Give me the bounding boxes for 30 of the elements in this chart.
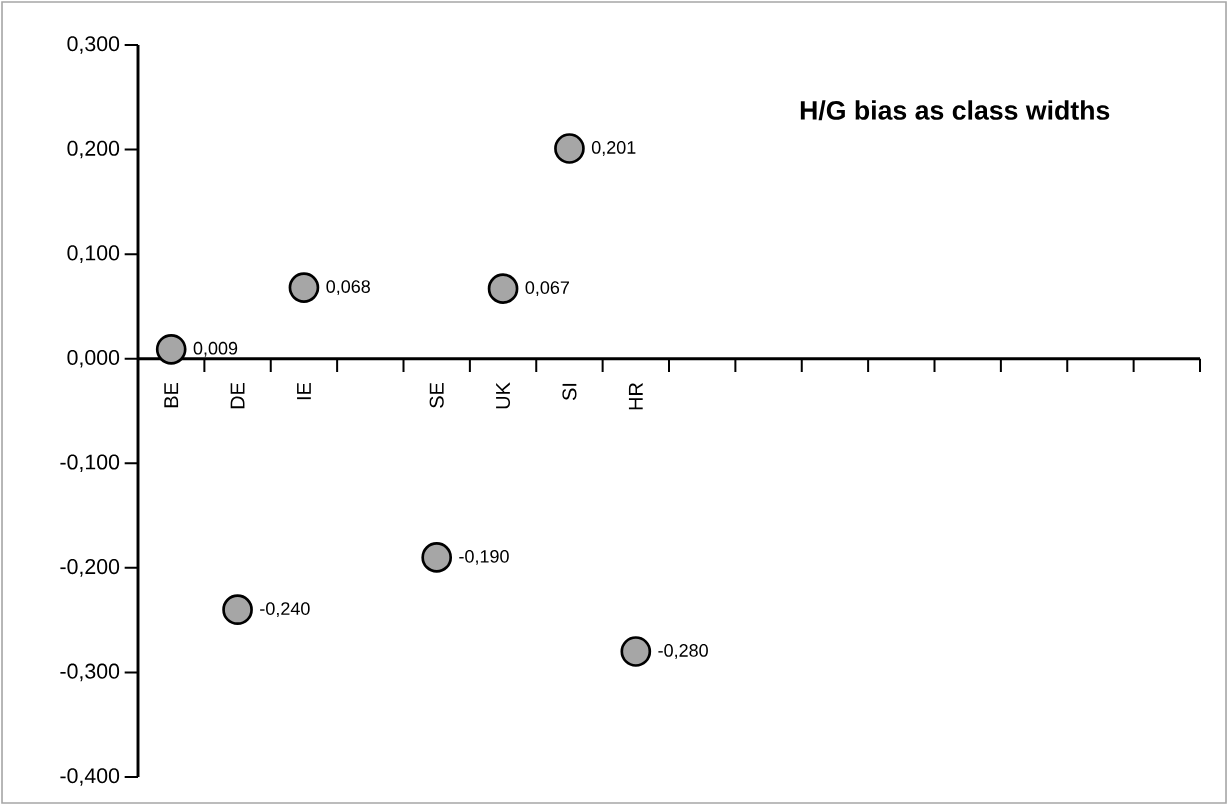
y-tick-label: -0,100 [60, 454, 120, 473]
y-tick-label: 0,100 [67, 245, 120, 263]
data-label: -0,240 [260, 602, 310, 618]
x-tick-label: HR [628, 383, 643, 410]
x-tick-label: UK [496, 382, 511, 409]
x-tick-label: SI [562, 383, 577, 401]
y-tick-label: -0,300 [60, 663, 120, 682]
x-tick-label: BE [164, 382, 179, 408]
data-label: 0,009 [193, 341, 238, 357]
point [554, 133, 585, 164]
data-label: -0,280 [658, 644, 708, 659]
data-label: 0,067 [525, 281, 569, 297]
point [620, 636, 652, 667]
data-label: 0,201 [591, 141, 636, 156]
y-tick-label: 0,200 [67, 140, 120, 159]
point [288, 272, 320, 303]
y-tick-label: -0,200 [60, 559, 120, 577]
text: H/G bias as class widths [800, 100, 1110, 121]
data-label: 0,068 [326, 280, 370, 296]
x-tick-label: DE [230, 382, 245, 409]
point [222, 594, 253, 626]
y-tick-label: -0,400 [60, 768, 120, 786]
y-tick-label: 0,300 [67, 36, 120, 54]
point [421, 542, 453, 573]
y-tick-label: 0,000 [67, 349, 120, 368]
data-label: -0,190 [459, 549, 509, 565]
point [155, 333, 187, 365]
x-tick-label: IE [297, 382, 311, 400]
point [487, 273, 519, 304]
x-tick-label: SE [429, 382, 444, 408]
